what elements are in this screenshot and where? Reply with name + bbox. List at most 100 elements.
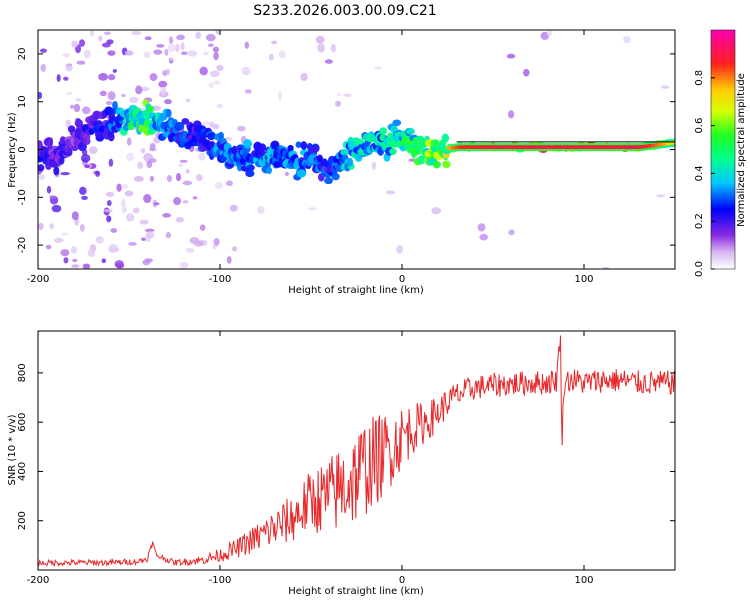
spectrogram-cell <box>158 80 168 88</box>
spectrogram-band-core <box>509 145 514 150</box>
spectrogram-band-core <box>476 145 481 150</box>
spectrogram-cell <box>330 43 336 53</box>
spectrogram-band-edge <box>622 149 627 152</box>
spectrogram-cell <box>144 36 152 41</box>
spectrogram-band-edge <box>494 143 499 146</box>
spectrogram-cell <box>623 35 632 44</box>
spectrogram-band-edge <box>644 142 649 145</box>
spectrogram-cell <box>208 82 214 89</box>
spectrogram-cell <box>127 121 135 131</box>
spectrogram-cell <box>209 70 220 78</box>
spectrogram-band-core <box>462 145 467 150</box>
spectrogram-cell <box>405 127 415 135</box>
spectrogram-band-edge <box>607 143 612 146</box>
spectrogram-cell <box>257 206 265 215</box>
spectrogram-cell <box>430 139 441 148</box>
spectrogram-band-core <box>607 145 612 150</box>
spectrogram-cell <box>308 207 317 211</box>
spectrogram-band-edge <box>644 148 649 151</box>
spectrogram-cell <box>67 125 76 133</box>
spectrogram-cell <box>132 207 140 214</box>
spectrogram-band-core <box>523 145 529 150</box>
x-tick-label: -100 <box>209 575 232 586</box>
spectrogram-cell <box>166 174 173 182</box>
spectrogram-band-edge <box>538 149 543 152</box>
spectrogram-band-core <box>614 145 620 150</box>
spectrogram-band-core <box>654 142 660 147</box>
spectrogram-band-core <box>545 145 550 150</box>
spectrogram-band-edge <box>560 143 565 146</box>
spectrogram-cell <box>284 171 290 177</box>
spectrogram-band-edge <box>607 149 612 152</box>
spectrogram-cell <box>107 50 116 56</box>
x-tick-label: 0 <box>399 575 405 586</box>
spectrogram-cell <box>95 236 104 244</box>
spectrogram-cell <box>396 245 404 254</box>
spectrogram-cell <box>207 132 216 141</box>
spectrogram-band-edge <box>549 149 554 152</box>
spectrogram-cell <box>105 100 113 106</box>
spectrogram-band-edge <box>505 149 510 152</box>
spectrogram-cell <box>82 263 91 269</box>
spectrogram-cell <box>65 119 72 128</box>
spectrogram-band-core <box>560 145 565 150</box>
spectrogram-cell <box>147 105 155 113</box>
spectrogram-cell <box>331 172 340 181</box>
spectrogram-cell <box>125 213 135 222</box>
spectrogram-band-core <box>589 145 594 150</box>
spectrogram-cell <box>60 249 70 257</box>
spectrogram-cell <box>278 50 286 59</box>
snr-x-label: Height of straight line (km) <box>288 586 424 597</box>
y-tick-label: -10 <box>17 189 28 205</box>
spectrogram-band-core <box>625 145 630 150</box>
spectrogram-cell <box>242 139 253 149</box>
spectrogram-cell <box>75 98 82 102</box>
spectrogram-band-core <box>600 145 605 150</box>
spectrogram-cell <box>523 68 530 77</box>
x-tick-label: 100 <box>574 575 593 586</box>
spectrogram-cell <box>146 160 153 169</box>
spectrogram-cell <box>225 180 233 187</box>
spectrogram-cell <box>180 42 185 51</box>
spectrogram-band-edge <box>571 143 576 146</box>
spectrogram-cell <box>103 31 111 36</box>
spectrogram-band-edge <box>640 142 645 145</box>
spectrogram-band-edge <box>673 138 675 141</box>
spectrogram-cell <box>266 166 273 175</box>
spectrogram-band-core <box>447 146 452 151</box>
spectrogram-cell <box>126 137 132 146</box>
spectrogram-cell <box>336 92 342 96</box>
spectrogram-cell <box>144 228 155 233</box>
y-tick-label: 0 <box>17 146 28 152</box>
spectrogram-band-edge <box>633 143 638 146</box>
spectrogram-cell <box>106 215 112 223</box>
spectrogram-band-core <box>505 145 510 150</box>
spectrogram-band-core <box>563 145 569 150</box>
spectrogram-cell <box>187 50 198 57</box>
spectrogram-cell <box>507 110 515 119</box>
spectrogram-cell <box>89 30 95 37</box>
spectrogram-band-edge <box>556 149 561 152</box>
spectrogram-band-edge <box>534 149 539 152</box>
spectrogram-cell <box>61 232 69 236</box>
spectrogram-cell <box>78 39 86 47</box>
spectrogram-band-edge <box>498 149 503 152</box>
spectrogram-band-core <box>538 145 543 150</box>
spectrogram-cell <box>175 121 185 131</box>
spectrogram-y-ticks: -20 -10 0 10 20 <box>17 48 675 253</box>
spectrogram-band-edge <box>472 143 478 146</box>
spectrogram-band-edge <box>480 143 485 146</box>
spectrogram-cell <box>656 194 666 198</box>
spectrogram-cell <box>108 244 119 254</box>
spectrogram-band-edge <box>480 149 485 152</box>
spectrogram-cell <box>229 204 238 212</box>
spectrogram-band-edge <box>673 144 675 147</box>
spectrogram-band-edge <box>447 150 452 153</box>
spectrogram-cell <box>153 49 163 55</box>
spectrogram-cell <box>139 219 149 225</box>
spectrogram-band-edge <box>625 149 630 152</box>
spectrogram-band-core <box>458 145 463 150</box>
spectrogram-cell <box>38 91 43 100</box>
spectrogram-cell <box>101 258 106 264</box>
